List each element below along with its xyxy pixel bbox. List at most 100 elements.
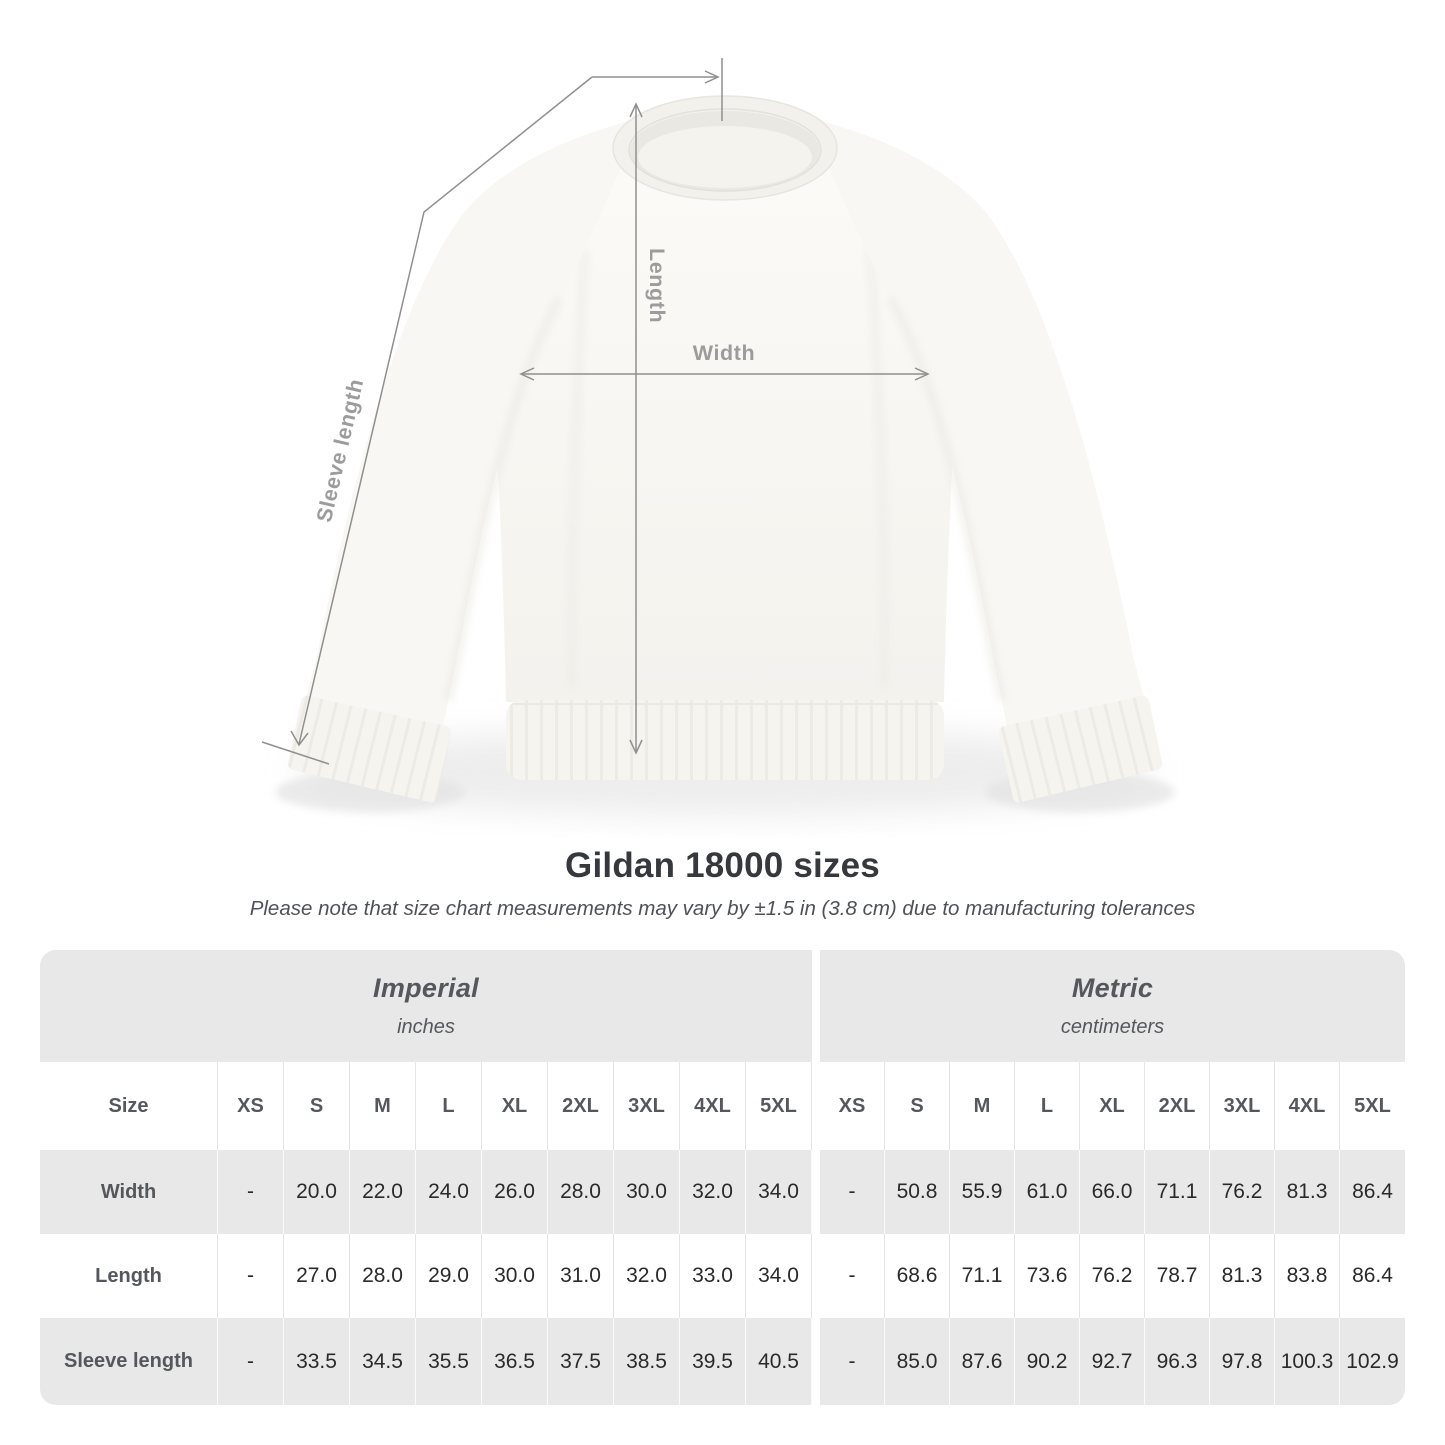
measure-cell: - bbox=[218, 1318, 284, 1405]
measure-row-label: Length bbox=[40, 1234, 218, 1318]
metric-group-header: Metric centimeters bbox=[820, 950, 1405, 1062]
imperial-unit: inches bbox=[397, 1016, 455, 1038]
measure-cell: 30.0 bbox=[482, 1234, 548, 1318]
right-cuff bbox=[998, 695, 1163, 803]
measure-cell: 66.0 bbox=[1080, 1150, 1145, 1234]
sleeve-length-arrow bbox=[261, 58, 723, 765]
size-col-header: M bbox=[950, 1062, 1015, 1150]
measure-cell: 40.5 bbox=[746, 1318, 812, 1405]
size-col-header: S bbox=[885, 1062, 950, 1150]
group-gap bbox=[812, 1318, 820, 1405]
measure-cell: 50.8 bbox=[885, 1150, 950, 1234]
measure-cell: 85.0 bbox=[885, 1318, 950, 1405]
measure-cell: 86.4 bbox=[1340, 1150, 1405, 1234]
measure-cell: 97.8 bbox=[1210, 1318, 1275, 1405]
left-sleeve bbox=[302, 118, 642, 750]
size-col-header: XL bbox=[482, 1062, 548, 1150]
size-col-header: 3XL bbox=[1210, 1062, 1275, 1150]
measure-cell: 36.5 bbox=[482, 1318, 548, 1405]
measure-cell: 81.3 bbox=[1275, 1150, 1340, 1234]
size-col-header: 5XL bbox=[746, 1062, 812, 1150]
tolerance-note: Please note that size chart measurements… bbox=[249, 897, 1196, 920]
size-col-header: 4XL bbox=[680, 1062, 746, 1150]
measure-cell: 76.2 bbox=[1210, 1150, 1275, 1234]
size-col-header: 2XL bbox=[1145, 1062, 1210, 1150]
measure-cell: 20.0 bbox=[284, 1150, 350, 1234]
measure-cell: 38.5 bbox=[614, 1318, 680, 1405]
size-corner-label: Size bbox=[40, 1062, 218, 1150]
size-col-header: 4XL bbox=[1275, 1062, 1340, 1150]
measure-cell: 29.0 bbox=[416, 1234, 482, 1318]
measure-cell: 55.9 bbox=[950, 1150, 1015, 1234]
measure-row: Width -20.0 22.0 24.0 26.0 28.0 30.0 32.0 34.0-5… bbox=[40, 1150, 1405, 1234]
hem-band bbox=[506, 700, 944, 780]
length-measure-label: Length bbox=[645, 248, 669, 323]
measure-cell: 33.5 bbox=[284, 1318, 350, 1405]
measure-cell: 30.0 bbox=[614, 1150, 680, 1234]
measure-cell: 87.6 bbox=[950, 1318, 1015, 1405]
measure-cell: 78.7 bbox=[1145, 1234, 1210, 1318]
size-header-row: Size XS S M L XL 2XL 3XL 4XL 5XL XS S M L XL 2XL 3XL 4XL 5… bbox=[40, 1062, 1405, 1150]
product-diagram: Length Width Sleeve length bbox=[261, 58, 1175, 816]
measure-cell: - bbox=[218, 1234, 284, 1318]
group-divider bbox=[812, 950, 820, 1062]
measure-cell: 37.5 bbox=[548, 1318, 614, 1405]
page-title: Gildan 18000 sizes bbox=[565, 846, 880, 885]
measure-cell: 71.1 bbox=[950, 1234, 1015, 1318]
imperial-title: Imperial bbox=[373, 973, 479, 1003]
size-col-header: 5XL bbox=[1340, 1062, 1405, 1150]
measure-cell: - bbox=[218, 1150, 284, 1234]
measure-cell: 28.0 bbox=[548, 1150, 614, 1234]
measure-cell: 61.0 bbox=[1015, 1150, 1080, 1234]
unit-header-row: Imperial inches Metric centimeters bbox=[40, 950, 1405, 1062]
size-table: Imperial inches Metric centimeters Size X… bbox=[40, 950, 1405, 1405]
fabric-folds bbox=[566, 249, 890, 691]
length-arrow bbox=[629, 102, 643, 755]
left-sleeve-seam bbox=[444, 296, 564, 701]
size-col-header: XS bbox=[218, 1062, 284, 1150]
right-sleeve-seam bbox=[886, 296, 1006, 701]
size-col-header: M bbox=[350, 1062, 416, 1150]
size-col-header: 3XL bbox=[614, 1062, 680, 1150]
group-gap bbox=[812, 1150, 820, 1234]
measure-cell: - bbox=[820, 1150, 885, 1234]
measure-cell: 27.0 bbox=[284, 1234, 350, 1318]
sweatshirt-photo: Length Width Sleeve length bbox=[261, 58, 1175, 816]
measure-row: Sleeve length -33.5 34.5 35.5 36.5 37.5 38.5 39… bbox=[40, 1318, 1405, 1405]
measure-cell: 32.0 bbox=[680, 1150, 746, 1234]
table-rows: Size XS S M L XL 2XL 3XL 4XL 5XL XS S M L XL 2XL 3XL 4XL 5… bbox=[40, 1062, 1405, 1405]
metric-unit: centimeters bbox=[1060, 1016, 1165, 1038]
size-col-header: 2XL bbox=[548, 1062, 614, 1150]
measure-cell: 34.5 bbox=[350, 1318, 416, 1405]
measure-cell: 100.3 bbox=[1275, 1318, 1340, 1405]
measure-row-label: Width bbox=[40, 1150, 218, 1234]
measure-cell: 92.7 bbox=[1080, 1318, 1145, 1405]
sweatshirt-body bbox=[478, 112, 972, 702]
group-gap bbox=[812, 1062, 820, 1150]
metric-title: Metric bbox=[1071, 973, 1154, 1003]
size-col-header: L bbox=[1015, 1062, 1080, 1150]
size-col-header: S bbox=[284, 1062, 350, 1150]
measure-cell: 31.0 bbox=[548, 1234, 614, 1318]
measure-cell: 39.5 bbox=[680, 1318, 746, 1405]
measure-cell: 81.3 bbox=[1210, 1234, 1275, 1318]
measure-cell: 86.4 bbox=[1340, 1234, 1405, 1318]
size-col-header: L bbox=[416, 1062, 482, 1150]
left-cuff bbox=[287, 695, 452, 803]
measure-cell: 76.2 bbox=[1080, 1234, 1145, 1318]
measure-cell: 26.0 bbox=[482, 1150, 548, 1234]
collar bbox=[612, 95, 838, 201]
measure-cell: 32.0 bbox=[614, 1234, 680, 1318]
measure-row: Length -27.0 28.0 29.0 30.0 31.0 32.0 33.0 34.0-… bbox=[40, 1234, 1405, 1318]
measure-cell: 28.0 bbox=[350, 1234, 416, 1318]
measure-row-label: Sleeve length bbox=[40, 1318, 218, 1405]
measure-cell: 68.6 bbox=[885, 1234, 950, 1318]
measure-cell: 96.3 bbox=[1145, 1318, 1210, 1405]
width-arrow bbox=[519, 367, 930, 381]
measure-cell: 34.0 bbox=[746, 1234, 812, 1318]
measure-cell: 71.1 bbox=[1145, 1150, 1210, 1234]
measure-cell: - bbox=[820, 1234, 885, 1318]
measure-cell: 102.9 bbox=[1340, 1318, 1405, 1405]
measure-cell: 83.8 bbox=[1275, 1234, 1340, 1318]
